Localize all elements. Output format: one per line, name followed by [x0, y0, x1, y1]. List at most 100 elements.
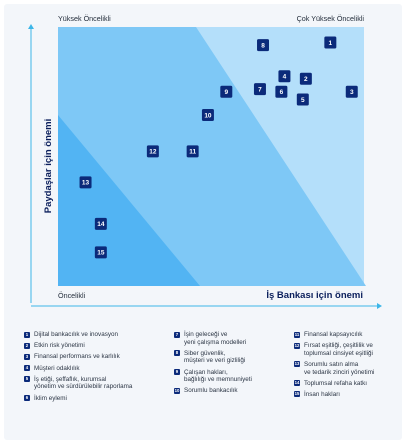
data-point-15: 15 — [94, 246, 107, 259]
data-point-marker — [146, 145, 159, 158]
data-point-marker — [201, 109, 214, 122]
legend-text: İnsan hakları — [304, 390, 341, 398]
legend-item-6: 6 İklim eylemi — [24, 395, 132, 403]
data-point-label: 8 — [261, 42, 265, 49]
y-axis-arrow — [28, 24, 34, 29]
legend-text: Toplumsal refaha katkı — [304, 379, 367, 387]
legend-text: İşin geleceği ve yeni çalışma modelleri — [184, 331, 247, 346]
legend-text: Dijital bankacılık ve inovasyon — [34, 331, 118, 338]
data-point-4: 4 — [278, 70, 291, 83]
legend-badge: 7 — [174, 331, 180, 338]
data-point-label: 6 — [280, 89, 284, 96]
legend-badge: 4 — [24, 365, 30, 372]
legend-badge: 9 — [174, 369, 180, 376]
legend-badge: 12 — [294, 342, 300, 349]
legend-item-11: 11 Finansal kapsayıcılık — [294, 331, 374, 339]
legend-text: Finansal performans ve karlılık — [34, 353, 120, 361]
data-point-marker — [220, 85, 233, 98]
data-point-12: 12 — [146, 145, 159, 158]
legend-column-3: 11 Finansal kapsayıcılık 12 Fırsat eşitliği… — [294, 331, 374, 402]
data-point-9: 9 — [220, 85, 233, 98]
data-point-marker — [324, 36, 337, 49]
data-point-marker — [94, 217, 107, 230]
data-point-label: 11 — [189, 149, 196, 156]
legend-badge: 8 — [174, 350, 180, 357]
legend-item-12: 12 Fırsat eşitliği, çeşitlilik ve toplums… — [294, 342, 374, 357]
legend-item-10: 10 Sorumlu bankacılık — [174, 387, 252, 395]
legend-item-5: 5 İş etiği, şeffaflık, kurumsal yönetim v… — [24, 376, 132, 391]
data-point-label: 1 — [329, 40, 333, 47]
data-point-5: 5 — [296, 93, 309, 106]
data-point-label: 5 — [301, 97, 305, 104]
legend-item-7: 7 İşin geleceği ve yeni çalışma modelleri — [174, 331, 252, 346]
legend-column-2: 7 İşin geleceği ve yeni çalışma modelleri… — [174, 331, 252, 399]
legend-text: Siber güvenlik, müşteri ve veri gizliliğ… — [184, 349, 246, 365]
legend-text: İklim eylemi — [34, 394, 67, 402]
legend-badge: 5 — [24, 376, 30, 383]
data-point-3: 3 — [345, 85, 358, 98]
data-point-2: 2 — [299, 72, 312, 85]
data-point-14: 14 — [94, 217, 107, 230]
data-point-marker — [79, 176, 92, 189]
legend-text: Finansal kapsayıcılık — [304, 331, 363, 338]
x-axis-title: İş Bankası için önemi — [266, 290, 363, 301]
data-point-label: 7 — [258, 86, 262, 93]
legend-badge: 14 — [294, 380, 300, 387]
legend-item-9: 9 Çalışan hakları, bağlılığı ve memnuniye… — [174, 369, 252, 384]
data-point-marker — [278, 70, 291, 83]
legend-text: Sorumlu satın alma ve tedarik zinciri yö… — [304, 360, 375, 376]
data-point-marker — [94, 246, 107, 259]
data-point-marker — [345, 85, 358, 98]
data-point-label: 15 — [97, 250, 105, 257]
legend-badge: 6 — [24, 395, 30, 402]
legend-item-4: 4 Müşteri odaklılık — [24, 365, 132, 373]
data-point-label: 12 — [149, 149, 157, 156]
legend-text: Sorumlu bankacılık — [184, 387, 238, 395]
legend-badge: 13 — [294, 361, 300, 368]
legend-item-14: 14 Toplumsal refaha katkı — [294, 380, 374, 388]
data-point-label: 14 — [97, 221, 105, 228]
y-axis-title: Paydaşlar için önemi — [43, 119, 54, 214]
data-point-6: 6 — [275, 85, 288, 98]
data-point-11: 11 — [186, 145, 199, 158]
quadrant-label-priority: Öncelikli — [58, 291, 86, 300]
legend-badge: 3 — [24, 353, 30, 360]
legend-item-15: 15 İnsan hakları — [294, 391, 374, 399]
legend-text: İş etiği, şeffaflık, kurumsal yönetim ve… — [34, 375, 133, 391]
legend-text: Müşteri odaklılık — [34, 364, 80, 372]
legend-item-8: 8 Siber güvenlik, müşteri ve veri gizlili… — [174, 350, 252, 365]
data-point-1: 1 — [324, 36, 337, 49]
quadrant-label-very-high: Çok Yüksek Öncelikli — [297, 14, 365, 23]
data-point-7: 7 — [253, 83, 266, 96]
legend-badge: 15 — [294, 391, 300, 398]
band-priority — [58, 115, 200, 286]
x-axis-arrow — [377, 303, 382, 309]
legend-item-13: 13 Sorumlu satın alma ve tedarik zinciri … — [294, 361, 374, 376]
data-point-marker — [253, 83, 266, 96]
data-point-label: 9 — [224, 89, 228, 96]
quadrant-label-high: Yüksek Öncelikli — [58, 14, 111, 23]
legend-item-2: 2 Etkin risk yönetimi — [24, 342, 132, 350]
data-point-marker — [299, 72, 312, 85]
data-point-13: 13 — [79, 176, 92, 189]
data-point-label: 4 — [283, 74, 287, 81]
data-point-8: 8 — [257, 39, 270, 52]
data-point-label: 13 — [82, 180, 90, 187]
data-point-label: 2 — [304, 76, 308, 83]
data-point-label: 10 — [204, 112, 212, 119]
data-point-marker — [296, 93, 309, 106]
data-point-10: 10 — [201, 109, 214, 122]
legend-badge: 2 — [24, 342, 30, 349]
data-point-marker — [275, 85, 288, 98]
legend-badge: 1 — [24, 331, 30, 338]
data-point-marker — [186, 145, 199, 158]
legend-text: Fırsat eşitliği, çeşitlilik ve toplumsal… — [304, 342, 373, 357]
legend-item-3: 3 Finansal performans ve karlılık — [24, 353, 132, 361]
data-point-marker — [257, 39, 270, 52]
legend-badge: 11 — [294, 331, 300, 338]
legend-column-1: 1 Dijital bankacılık ve inovasyon 2 Etkin r… — [24, 331, 132, 406]
data-point-label: 3 — [350, 89, 354, 96]
legend-item-1: 1 Dijital bankacılık ve inovasyon — [24, 331, 132, 339]
